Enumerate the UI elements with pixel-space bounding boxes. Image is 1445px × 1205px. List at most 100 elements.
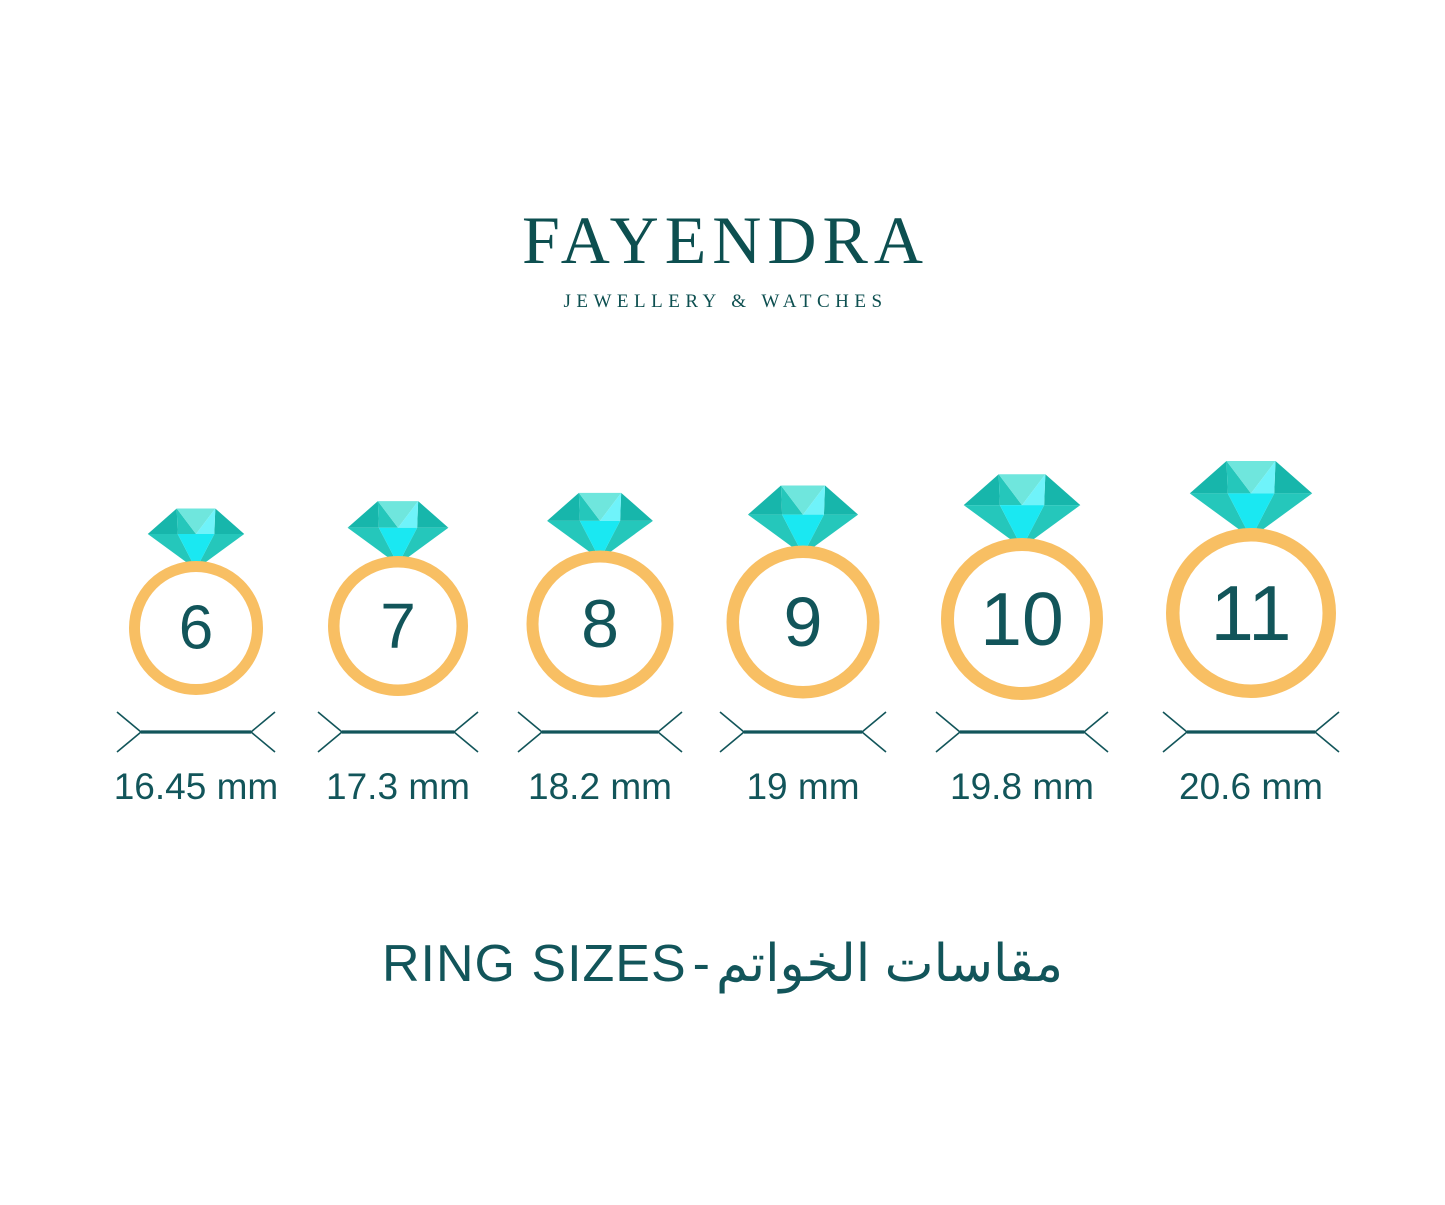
- ring-size-column: 8 18.2 mm: [470, 446, 730, 826]
- dimension-arrow-right: [1314, 711, 1340, 733]
- diamond-facet: [803, 485, 826, 515]
- ring-diameter-label: 17.3 mm: [326, 766, 470, 807]
- diamond-facet: [147, 533, 196, 570]
- ring-diameter-label: 19.8 mm: [950, 766, 1094, 807]
- dimension-arrow-right: [250, 711, 276, 733]
- ring-band: [1166, 528, 1336, 698]
- ring-diameter-label: 18.2 mm: [528, 766, 672, 807]
- diamond-facet: [747, 485, 783, 515]
- ring-illustration: 8: [470, 446, 730, 746]
- ring-size-number: 6: [179, 594, 213, 663]
- caption-arabic: مقاسات الخواتم: [715, 935, 1064, 993]
- diamond-facet: [803, 514, 824, 555]
- ring-size-number: 9: [784, 583, 823, 661]
- diamond-facet: [378, 527, 398, 565]
- dimension-arrow-left: [116, 731, 142, 753]
- diamond-facet: [1022, 505, 1081, 548]
- diamond-icon: [747, 485, 859, 555]
- ring-size-column: 6 16.45 mm: [66, 446, 326, 826]
- ring-illustration: 9: [673, 446, 933, 746]
- dimension-arrow-right: [657, 711, 683, 733]
- diamond-facet: [1022, 474, 1046, 506]
- ring-diameter-label: 19 mm: [746, 766, 860, 807]
- ring-size-number: 8: [581, 586, 619, 662]
- dimension-arrow-left: [1162, 731, 1188, 753]
- dimension-arrow-right: [861, 731, 887, 753]
- dimension-arrow-left: [517, 711, 543, 733]
- ring-band: [129, 561, 263, 695]
- dimension-arrow-right: [657, 731, 683, 753]
- diamond-facet: [417, 501, 449, 528]
- dimension-line: [470, 446, 730, 766]
- diamond-facet: [998, 474, 1022, 506]
- diamond-facet: [999, 505, 1022, 548]
- ring-size-number: 7: [380, 590, 416, 662]
- diamond-facet: [214, 508, 245, 534]
- ring-illustration: 6: [66, 446, 326, 746]
- diamond-facet: [1022, 505, 1045, 548]
- chart-caption: RING SIZES - مقاسات الخواتم: [0, 938, 1445, 990]
- brand-wordmark: FAYENDRA: [522, 202, 929, 278]
- ring-illustration: 11: [1121, 446, 1381, 746]
- brand-tagline: JEWELLERY & WATCHES: [563, 291, 888, 312]
- dimension-line: [66, 446, 326, 766]
- diamond-facet: [1274, 461, 1313, 494]
- dimension-arrow-right: [1314, 731, 1340, 753]
- diamond-facet: [747, 514, 803, 555]
- dimension-line: [268, 446, 528, 766]
- diamond-facet: [803, 514, 859, 555]
- dimension-arrow-left: [517, 731, 543, 753]
- ring-size-number: 11: [1211, 569, 1292, 657]
- diamond-facet: [176, 508, 196, 534]
- diamond-facet: [347, 501, 379, 528]
- diamond-facet: [147, 508, 178, 534]
- diamond-facet: [1189, 461, 1228, 494]
- ring-size-column: 9 19 mm: [673, 446, 933, 826]
- diamond-facet: [196, 508, 216, 534]
- diamond-icon: [147, 508, 245, 570]
- brand-logo: FAYENDRA JEWELLERY & WATCHES: [0, 206, 1445, 311]
- dimension-line: [892, 446, 1152, 766]
- ring-size-column: 11 20.6 mm: [1121, 446, 1381, 826]
- diamond-facet: [620, 492, 653, 521]
- dimension-arrow-left: [719, 711, 745, 733]
- diamond-facet: [998, 474, 1046, 506]
- dimension-arrow-right: [1083, 731, 1109, 753]
- diamond-facet: [176, 508, 216, 534]
- diamond-facet: [177, 533, 196, 570]
- diamond-facet: [1251, 493, 1313, 539]
- diamond-facet: [578, 492, 622, 521]
- dimension-arrow-left: [935, 731, 961, 753]
- dimension-arrow-left: [317, 711, 343, 733]
- dimension-arrow-left: [719, 731, 745, 753]
- diamond-facet: [196, 533, 215, 570]
- diamond-facet: [963, 474, 1000, 506]
- dimension-arrow-right: [861, 711, 887, 733]
- dimension-line: [673, 446, 933, 766]
- dimension-arrow-right: [453, 711, 479, 733]
- diamond-facet: [579, 520, 600, 560]
- diamond-facet: [547, 492, 580, 521]
- diamond-facet: [780, 485, 826, 515]
- caption-english: RING SIZES: [381, 935, 687, 993]
- ring-size-column: 7 17.3 mm: [268, 446, 528, 826]
- diamond-facet: [600, 492, 622, 521]
- caption-separator: -: [692, 935, 710, 993]
- dimension-line: [1121, 446, 1381, 766]
- diamond-facet: [823, 485, 859, 515]
- diamond-facet: [1044, 474, 1081, 506]
- ring-size-number: 10: [980, 577, 1063, 661]
- dimension-arrow-left: [116, 711, 142, 733]
- ring-diameter-label: 16.45 mm: [113, 766, 279, 807]
- ring-band: [526, 550, 674, 698]
- ring-diameter-label: 20.6 mm: [1179, 766, 1323, 807]
- diamond-facet: [1251, 461, 1276, 494]
- dimension-arrow-left: [317, 731, 343, 753]
- ring-band: [941, 538, 1103, 700]
- dimension-arrow-right: [453, 731, 479, 753]
- ring-band: [726, 545, 880, 699]
- diamond-facet: [578, 492, 600, 521]
- diamond-facet: [1226, 461, 1276, 494]
- diamond-facet: [782, 514, 803, 555]
